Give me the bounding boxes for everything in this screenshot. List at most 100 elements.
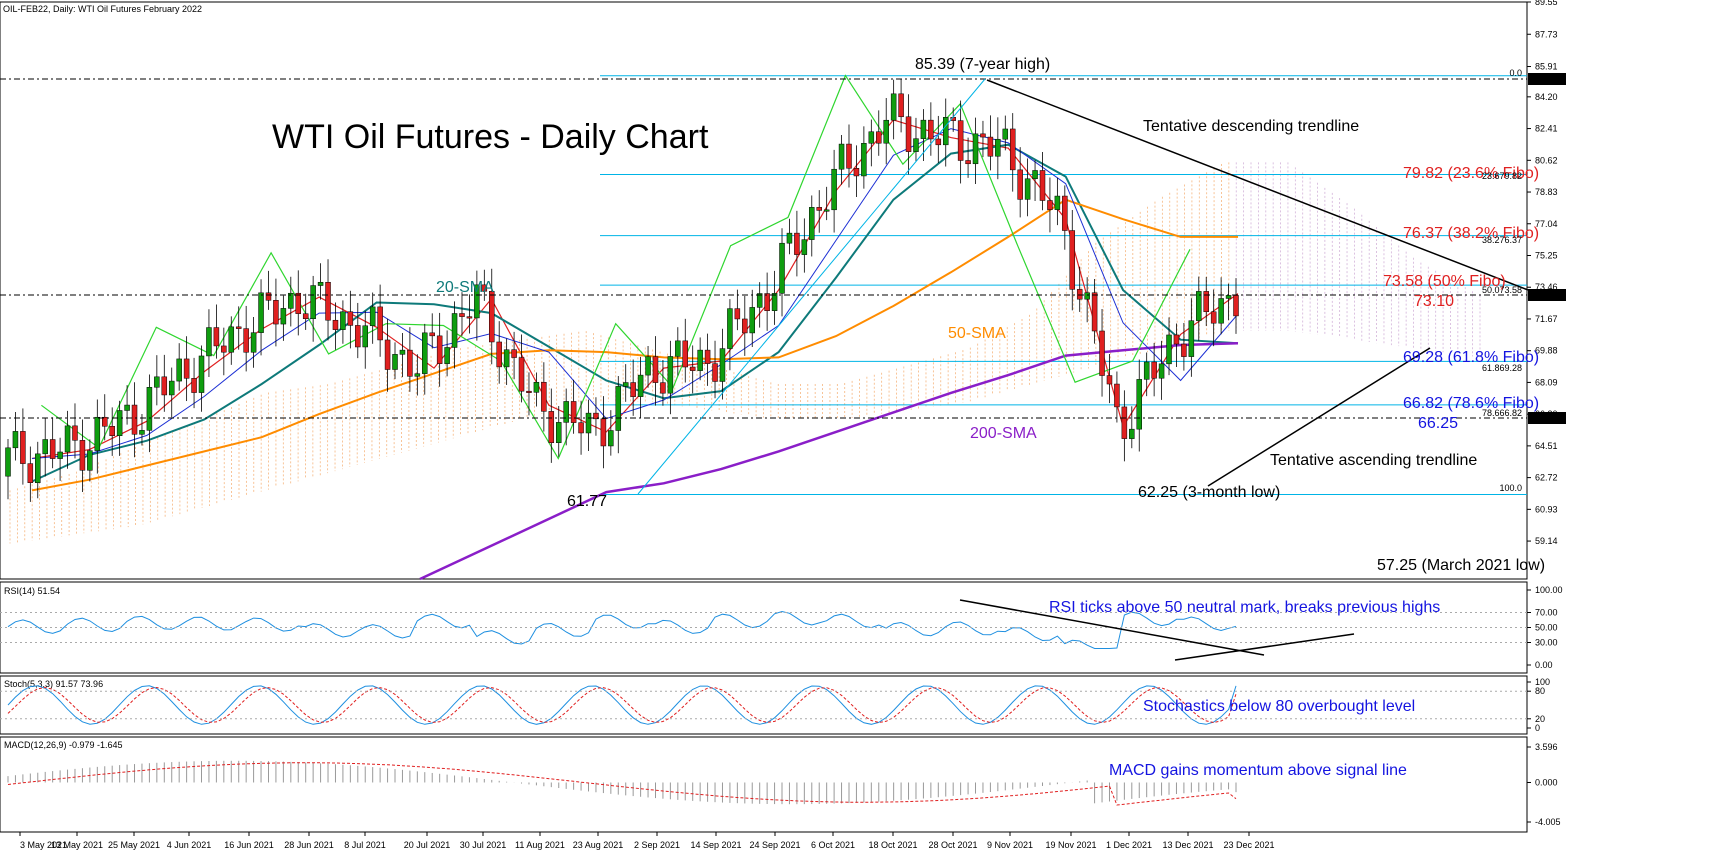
stoch-d-line xyxy=(7,686,1237,724)
rsi-y-tick-label: 0.00 xyxy=(1535,660,1553,670)
candle-body xyxy=(719,348,726,382)
y-tick-label: 64.51 xyxy=(1535,441,1558,451)
candle-body xyxy=(42,439,48,455)
y-axis: 89.55 87.73 85.91 84.20 82.41 80.62 78.83 77.04… xyxy=(0,0,1563,827)
candle-body xyxy=(1047,200,1053,210)
candle-body xyxy=(191,378,197,393)
candle-body xyxy=(712,363,718,382)
annotation-low-dec: 62.25 (3-month low) xyxy=(1138,484,1280,501)
rsi-note: RSI ticks above 50 neutral mark, breaks … xyxy=(1049,599,1440,616)
candle-body xyxy=(1106,375,1113,385)
candle-body xyxy=(1218,298,1224,324)
fib-label-382: 76.37 (38.2% Fibo) xyxy=(1403,225,1539,242)
candle-body xyxy=(35,453,41,483)
price-tag-low-bg xyxy=(1528,412,1566,424)
candle-body xyxy=(935,138,942,146)
y-tick-label: 73.46 xyxy=(1535,282,1558,292)
label-200-sma: 200-SMA xyxy=(970,425,1037,442)
macd-panel-frame xyxy=(0,736,1528,833)
candle-body xyxy=(779,242,785,294)
candle-body xyxy=(1076,289,1083,300)
candle-body xyxy=(920,119,927,139)
candle-body xyxy=(1002,128,1009,140)
candle-body xyxy=(868,131,875,144)
candle-body xyxy=(228,326,235,353)
candle-body xyxy=(1143,361,1150,380)
stoch-k-line xyxy=(7,685,1237,725)
candle-body xyxy=(600,418,607,447)
stoch-header: Stoch(5,3,3) 91.57 73.96 xyxy=(4,679,103,689)
candle-body xyxy=(794,232,800,255)
candle-body xyxy=(704,349,711,364)
candle-body xyxy=(764,293,770,311)
candle-body xyxy=(503,349,510,368)
x-tick-label: 6 Oct 2021 xyxy=(811,840,855,850)
candle-body xyxy=(1062,195,1068,231)
annotation-march-low: 57.25 (March 2021 low) xyxy=(1377,557,1545,574)
candle-body xyxy=(288,292,294,309)
x-tick-label: 19 Nov 2021 xyxy=(1045,840,1096,850)
candle-body xyxy=(1032,170,1038,180)
candle-body xyxy=(637,374,644,397)
candle-body xyxy=(414,373,421,377)
fib-label-618: 69.28 (61.8% Fibo) xyxy=(1403,349,1539,366)
chart-header: OIL-FEB22, Daily: WTI Oil Futures Februa… xyxy=(3,4,202,14)
candle-body xyxy=(72,425,78,441)
fib-label-236: 79.82 (23.6% Fibo) xyxy=(1403,165,1539,182)
x-tick-label: 8 Jul 2021 xyxy=(344,840,386,850)
y-tick-label: 68.09 xyxy=(1535,377,1558,387)
candle-body xyxy=(682,340,689,368)
stoch-note: Stochastics below 80 overbought level xyxy=(1143,698,1415,715)
series-kijun xyxy=(31,128,1239,459)
fib-small-382: 38.276.37 xyxy=(1482,235,1522,245)
candle-body xyxy=(57,451,63,459)
candle-body xyxy=(823,209,830,212)
candle-body xyxy=(957,120,964,161)
candle-body xyxy=(489,291,495,343)
candle-body xyxy=(124,404,130,411)
candle-body xyxy=(1225,295,1232,299)
candle-body xyxy=(355,325,361,348)
candle-body xyxy=(168,380,175,396)
candle-body xyxy=(340,311,346,330)
annotation-asc-trend: Tentative ascending trendline xyxy=(1270,452,1477,469)
annotation-desc-trend: Tentative descending trendline xyxy=(1143,118,1359,135)
candle-body xyxy=(161,376,168,396)
y-tick-label: 78.83 xyxy=(1535,187,1558,197)
candle-body xyxy=(533,381,540,393)
candle-body xyxy=(183,358,190,379)
candle-body xyxy=(481,284,488,292)
candle-body xyxy=(1151,361,1157,379)
candle-body xyxy=(905,116,912,152)
candle-body xyxy=(1181,343,1187,357)
candle-body xyxy=(645,356,651,376)
fib-small-100: 100.0 xyxy=(1499,483,1522,493)
stoch-y-tick-label: 100 xyxy=(1535,677,1550,687)
candle-body xyxy=(555,422,562,444)
x-tick-label: 1 Dec 2021 xyxy=(1106,840,1152,850)
fib-small-786: 78.666.82 xyxy=(1482,408,1522,418)
candle-body xyxy=(861,143,867,177)
candle-body xyxy=(578,422,584,434)
candle-body xyxy=(295,292,302,314)
annotation-high: 85.39 (7-year high) xyxy=(915,56,1050,73)
candle-body xyxy=(883,119,889,144)
candle-body xyxy=(526,390,532,393)
rsi-panel-frame xyxy=(0,581,1528,674)
candle-body xyxy=(1069,230,1076,290)
macd-y-tick-label: 3.596 xyxy=(1535,742,1558,752)
rsi-y-tick-label: 50.00 xyxy=(1535,623,1558,633)
y-tick-label: 59.14 xyxy=(1535,536,1558,546)
candle-body xyxy=(786,232,793,244)
candle-body xyxy=(622,382,629,387)
candle-body xyxy=(980,133,986,138)
x-tick-label: 11 Aug 2021 xyxy=(515,840,565,850)
price-tag-low: 66.25 xyxy=(1531,413,1554,423)
annotation-current: 73.10 xyxy=(1414,293,1454,310)
candle-body xyxy=(756,293,763,308)
series-50-sma xyxy=(31,198,1238,492)
candle-body xyxy=(1129,428,1135,439)
rsi-asc-trendline xyxy=(1174,633,1355,661)
rsi-header: RSI(14) 51.54 xyxy=(4,586,60,596)
candle-body xyxy=(846,143,852,169)
